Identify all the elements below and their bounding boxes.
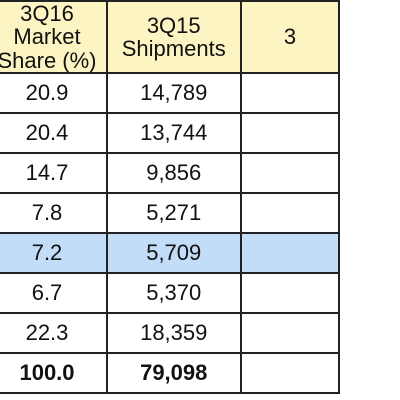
- table-row: 7.8 5,271: [0, 192, 341, 234]
- table-cell: 14.7: [0, 152, 108, 194]
- table-row: 7.2 5,709: [0, 232, 341, 274]
- table-cell: 20.9: [0, 72, 108, 114]
- table-cell: 100.0: [0, 352, 108, 394]
- table-cell: [239, 272, 341, 314]
- table-cell: 22.3: [0, 312, 108, 354]
- table-cell: 18,359: [105, 312, 242, 354]
- table-row: 20.9 14,789: [0, 72, 341, 114]
- table-cell: 5,271: [105, 192, 242, 234]
- table-cell: 20.4: [0, 112, 108, 154]
- market-share-table: 3Q16 Market Share (%) 3Q15 Shipments 3 20.…: [0, 0, 341, 394]
- table-cell: [239, 72, 341, 114]
- header-cell-market-share: 3Q16 Market Share (%): [0, 0, 108, 74]
- table-cell: 5,370: [105, 272, 242, 314]
- header-cell-shipments: 3Q15 Shipments: [105, 0, 242, 74]
- table-cell: 79,098: [105, 352, 242, 394]
- table-cell: 13,744: [105, 112, 242, 154]
- table-cell: 9,856: [105, 152, 242, 194]
- table-header-row: 3Q16 Market Share (%) 3Q15 Shipments 3: [0, 0, 341, 74]
- table-row: 20.4 13,744: [0, 112, 341, 154]
- table-cell: [239, 152, 341, 194]
- table-cell: 7.8: [0, 192, 108, 234]
- table-cell: [239, 192, 341, 234]
- table-cell: 6.7: [0, 272, 108, 314]
- table-cell: [239, 312, 341, 354]
- table-total-row: 100.0 79,098: [0, 352, 341, 394]
- table-cell: 14,789: [105, 72, 242, 114]
- table-cell: [239, 112, 341, 154]
- table-cell: [239, 352, 341, 394]
- table-row: 14.7 9,856: [0, 152, 341, 194]
- table-row: 22.3 18,359: [0, 312, 341, 354]
- header-cell-3: 3: [239, 0, 341, 74]
- table-cell: 7.2: [0, 232, 108, 274]
- table-row: 6.7 5,370: [0, 272, 341, 314]
- table-cell: [239, 232, 341, 274]
- table-cell: 5,709: [105, 232, 242, 274]
